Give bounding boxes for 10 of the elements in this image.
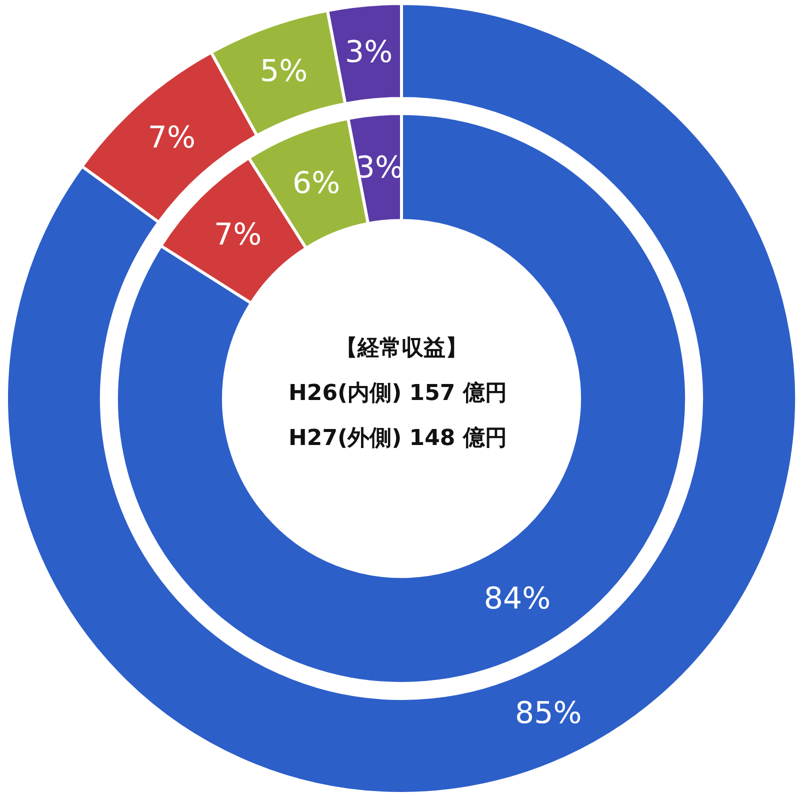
text: 【経常収益】 [336, 336, 468, 361]
data-label: 7% [214, 217, 262, 252]
data-label: 85% [515, 696, 582, 731]
data-label: 84% [484, 581, 551, 616]
data-label: 6% [292, 166, 340, 201]
data-label: 3% [345, 35, 393, 70]
text: H26(内側) 157 億円 [288, 381, 507, 406]
data-label: 7% [148, 120, 196, 156]
text: H27(外側) 148 億円 [288, 426, 507, 451]
data-label: 5% [260, 54, 308, 90]
